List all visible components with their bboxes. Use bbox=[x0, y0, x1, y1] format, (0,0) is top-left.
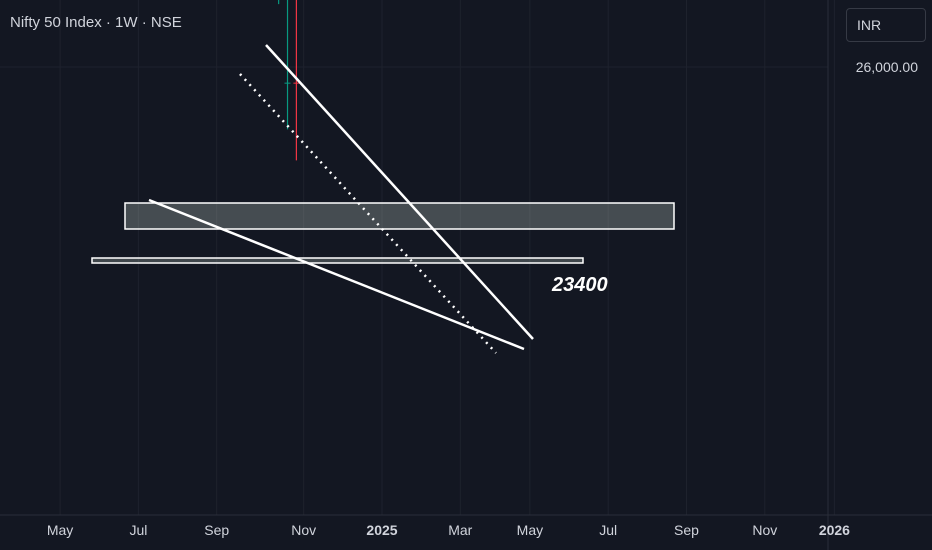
x-tick-label: Sep bbox=[674, 522, 699, 538]
x-tick-label: May bbox=[517, 522, 543, 538]
currency-button[interactable]: INR bbox=[846, 8, 926, 42]
annotation-label: 23400 bbox=[551, 274, 608, 296]
x-tick-label: Mar bbox=[448, 522, 472, 538]
chart-title: Nifty 50 Index · 1W · NSE bbox=[10, 14, 182, 31]
x-tick-label: 2026 bbox=[819, 522, 850, 538]
x-tick-label: Nov bbox=[291, 522, 316, 538]
x-tick-label: May bbox=[47, 522, 73, 538]
candle-body bbox=[284, 82, 291, 84]
support-zone-box bbox=[91, 257, 584, 264]
resistance-zone-box bbox=[124, 202, 675, 230]
x-tick-label: Nov bbox=[752, 522, 777, 538]
x-tick-label: Sep bbox=[204, 522, 229, 538]
dotted-trendline bbox=[239, 73, 497, 354]
x-tick-label: Jul bbox=[129, 522, 147, 538]
candle-body bbox=[293, 82, 300, 84]
x-tick-label: 2025 bbox=[366, 522, 397, 538]
x-tick-label: Jul bbox=[599, 522, 617, 538]
lower-trendline bbox=[148, 198, 525, 351]
upper-trendline bbox=[265, 44, 534, 340]
y-tick-label: 26,000.00 bbox=[856, 59, 918, 75]
